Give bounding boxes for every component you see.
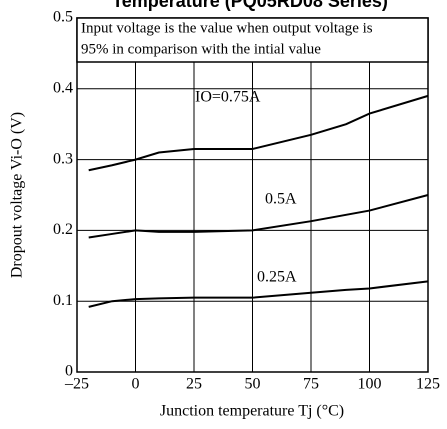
y-tick-label: 0.5 — [53, 9, 73, 26]
line-series — [88, 194, 429, 239]
x-tick-label: 125 — [416, 376, 440, 393]
y-axis-label: Dropout voltage Vi-O (V) — [9, 112, 26, 278]
y-tick-label: 0.3 — [53, 150, 73, 167]
annotation: 95% in comparison with the intial value — [81, 41, 321, 57]
x-axis-label: Junction temperature Tj (°C) — [160, 403, 344, 420]
y-tick-label: 0.4 — [53, 79, 73, 96]
chart-title: Temperature (PQ05RD08 Series) — [112, 0, 388, 11]
annotation-box — [76, 17, 429, 63]
annotation: Input voltage is the value when output v… — [81, 20, 373, 36]
line-series — [88, 280, 429, 308]
series-label: IO=0.75A — [195, 89, 261, 106]
line-series — [88, 94, 429, 172]
x-tick-label: 25 — [186, 376, 202, 393]
series-label: 0.5A — [265, 191, 297, 208]
y-tick-label: 0.1 — [53, 292, 73, 309]
x-tick-label: –25 — [64, 376, 89, 393]
x-tick-label: 75 — [303, 376, 319, 393]
x-tick-label: 50 — [245, 376, 261, 393]
y-tick-label: 0.2 — [53, 221, 73, 238]
series-label: 0.25A — [257, 269, 297, 286]
y-tick-label: 0 — [65, 363, 73, 380]
x-tick-label: 0 — [132, 376, 140, 393]
x-tick-label: 100 — [358, 376, 382, 393]
